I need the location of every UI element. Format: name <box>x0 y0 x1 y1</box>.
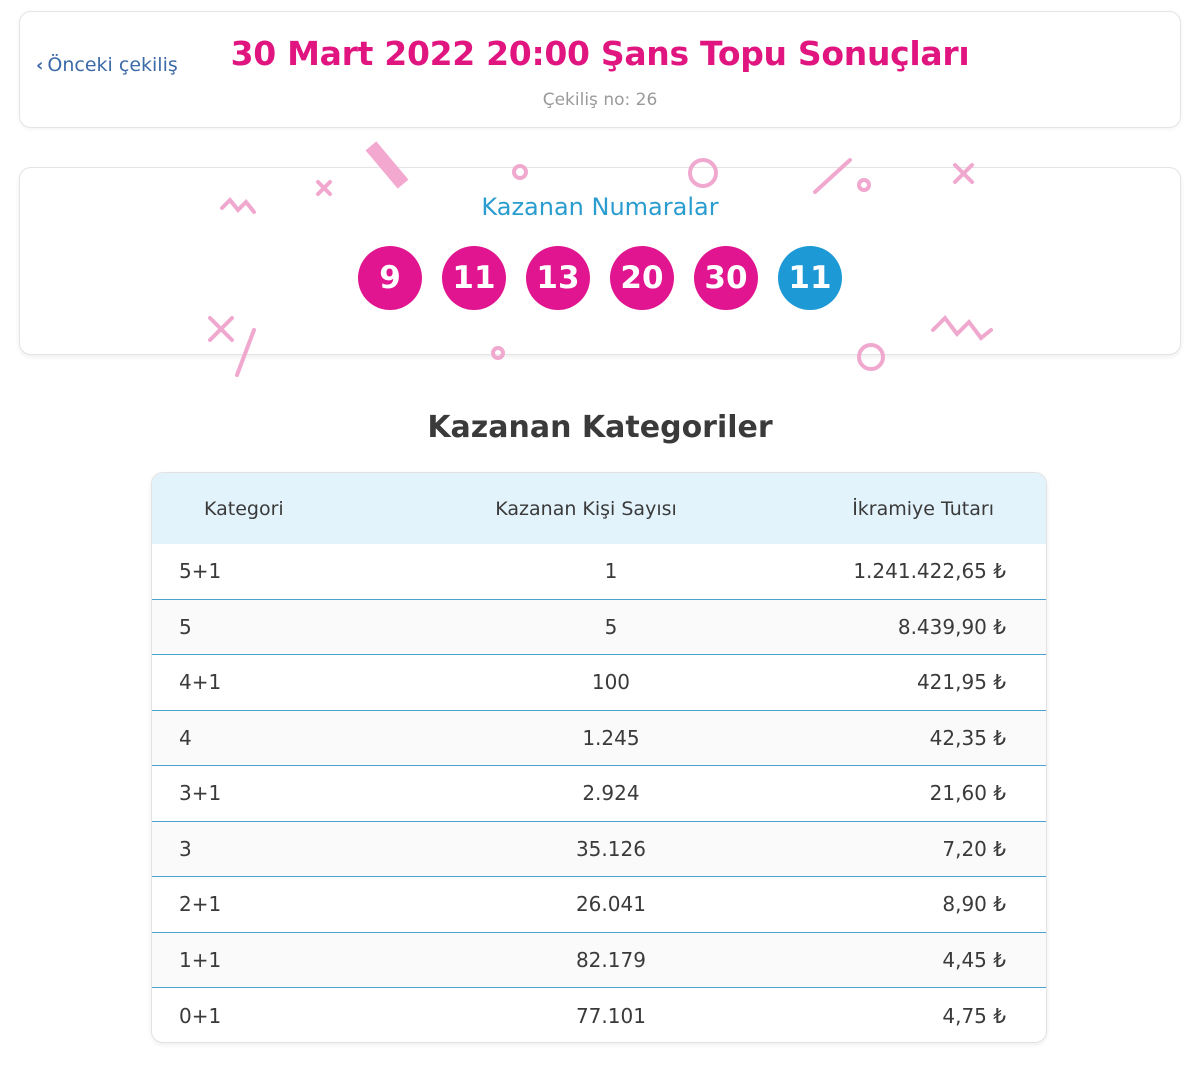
prize-cell: 8.439,90 ₺ <box>897 614 1006 639</box>
table-row: 5 5 8.439,90 ₺ <box>152 599 1046 655</box>
previous-draw-label: Önceki çekiliş <box>47 54 178 76</box>
prize-cell: 8,90 ₺ <box>942 892 1006 917</box>
table-row: 1+1 82.179 4,45 ₺ <box>152 932 1046 988</box>
winning-numbers-card: Kazanan Numaralar 9 11 13 20 30 11 <box>19 167 1181 355</box>
number-ball: 9 <box>358 246 422 310</box>
winners-cell: 77.101 <box>575 1003 646 1028</box>
column-header-winners: Kazanan Kişi Sayısı <box>495 497 677 520</box>
categories-title: Kazanan Kategoriler <box>427 410 773 445</box>
draw-number: Çekiliş no: 26 <box>542 90 658 110</box>
page-title: 30 Mart 2022 20:00 Şans Topu Sonuçları <box>230 34 970 73</box>
table-row: 3+1 2.924 21,60 ₺ <box>152 766 1046 822</box>
category-cell: 3+1 <box>179 781 222 806</box>
table-row: 4 1.245 42,35 ₺ <box>152 710 1046 766</box>
draw-header-card: ‹ Önceki çekiliş 30 Mart 2022 20:00 Şans… <box>19 11 1181 128</box>
category-cell: 3 <box>179 836 192 861</box>
table-body: 5+1 1 1.241.422,65 ₺ 5 5 8.439,90 ₺ 4+1 … <box>152 544 1046 1042</box>
column-header-category: Kategori <box>204 497 284 520</box>
number-ball: 13 <box>526 246 590 310</box>
winners-cell: 26.041 <box>575 892 646 917</box>
table-row: 2+1 26.041 8,90 ₺ <box>152 877 1046 933</box>
winners-cell: 1 <box>604 559 618 584</box>
chevron-left-icon: ‹ <box>36 54 44 76</box>
number-ball: 20 <box>610 246 674 310</box>
categories-table: Kategori Kazanan Kişi Sayısı İkramiye Tu… <box>151 472 1047 1043</box>
table-header: Kategori Kazanan Kişi Sayısı İkramiye Tu… <box>152 473 1046 544</box>
table-row: 4+1 100 421,95 ₺ <box>152 655 1046 711</box>
category-cell: 0+1 <box>179 1003 222 1028</box>
prize-cell: 4,45 ₺ <box>942 947 1006 972</box>
prize-cell: 7,20 ₺ <box>942 836 1006 861</box>
table-row: 3 35.126 7,20 ₺ <box>152 821 1046 877</box>
table-row: 0+1 77.101 4,75 ₺ <box>152 988 1046 1042</box>
table-row: 5+1 1 1.241.422,65 ₺ <box>152 544 1046 600</box>
winners-cell: 35.126 <box>575 836 646 861</box>
winners-cell: 100 <box>591 670 631 695</box>
number-balls: 9 11 13 20 30 11 <box>20 246 1180 310</box>
winners-cell: 2.924 <box>582 781 640 806</box>
category-cell: 5+1 <box>179 559 222 584</box>
category-cell: 4 <box>179 725 192 750</box>
winning-numbers-title: Kazanan Numaralar <box>481 193 719 221</box>
column-header-prize: İkramiye Tutarı <box>852 497 994 520</box>
prize-cell: 21,60 ₺ <box>929 781 1006 806</box>
previous-draw-link[interactable]: ‹ Önceki çekiliş <box>36 54 178 76</box>
category-cell: 5 <box>179 614 192 639</box>
winners-cell: 82.179 <box>575 947 646 972</box>
number-ball: 11 <box>442 246 506 310</box>
bonus-ball: 11 <box>778 246 842 310</box>
number-ball: 30 <box>694 246 758 310</box>
category-cell: 2+1 <box>179 892 222 917</box>
prize-cell: 4,75 ₺ <box>942 1003 1006 1028</box>
prize-cell: 421,95 ₺ <box>916 670 1006 695</box>
winners-cell: 1.245 <box>582 725 640 750</box>
category-cell: 1+1 <box>179 947 222 972</box>
prize-cell: 1.241.422,65 ₺ <box>853 559 1006 584</box>
category-cell: 4+1 <box>179 670 222 695</box>
winners-cell: 5 <box>604 614 618 639</box>
prize-cell: 42,35 ₺ <box>929 725 1006 750</box>
